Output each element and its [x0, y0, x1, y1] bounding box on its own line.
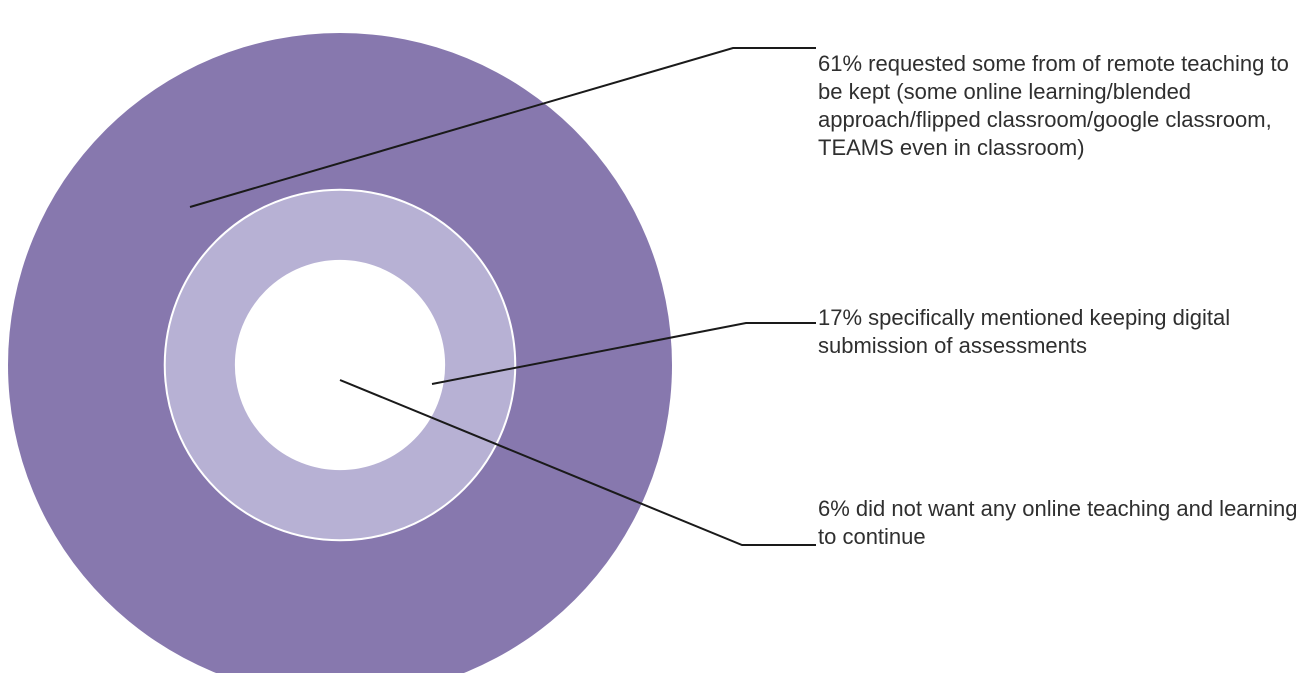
leader-line-6 [339, 379, 816, 546]
callout-label-61: 61% requested some from of remote teachi… [818, 51, 1289, 160]
circle-6-percent [234, 259, 446, 471]
callout-label-6: 6% did not want any online teaching and … [818, 496, 1298, 549]
callout-label-17: 17% specifically mentioned keeping digit… [818, 305, 1231, 358]
leader-line-61 [189, 47, 816, 208]
leader-line-17 [431, 322, 816, 385]
